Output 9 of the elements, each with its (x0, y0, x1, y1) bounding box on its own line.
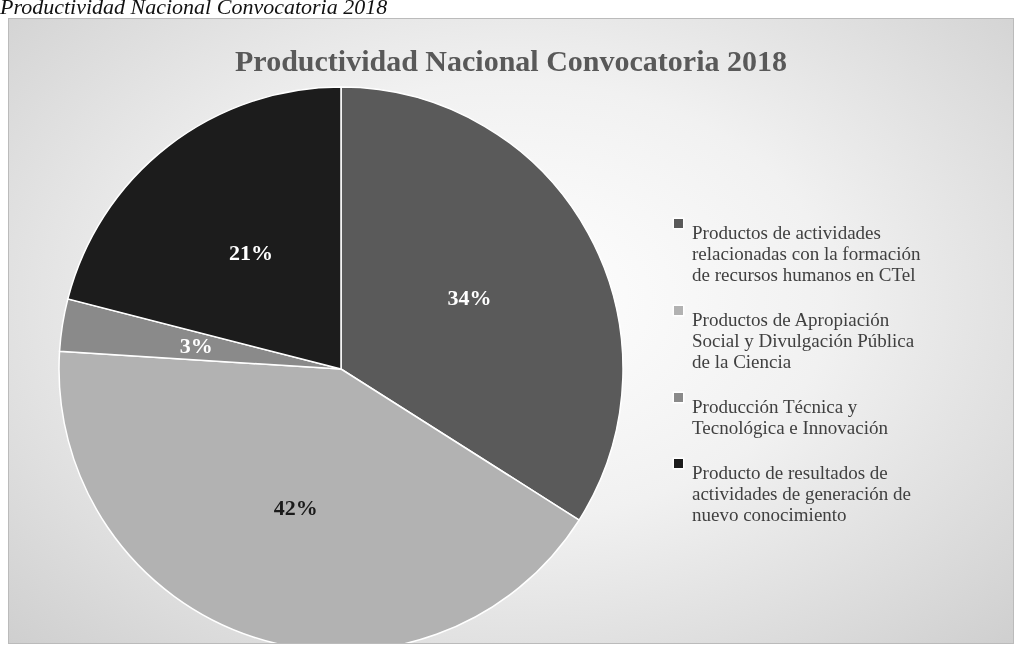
chart-title: Productividad Nacional Convocatoria 2018 (235, 44, 787, 77)
data-label: 42% (273, 495, 318, 521)
legend-label: Productos de Apropiación Social y Divulgación Pública de la Ciencia (692, 308, 915, 372)
data-label: 3% (179, 333, 213, 359)
data-label: 34% (447, 285, 492, 311)
data-label: 21% (229, 240, 274, 266)
legend-label: Producción Técnica y Tecnológica e Innovación (692, 395, 889, 438)
legend-label: Productos de actividades relacionadas con la formación de recursos humanos en CTel (692, 221, 921, 285)
legend-label: Producto de resultados de actividades de generación de nuevo conocimiento (692, 461, 911, 525)
